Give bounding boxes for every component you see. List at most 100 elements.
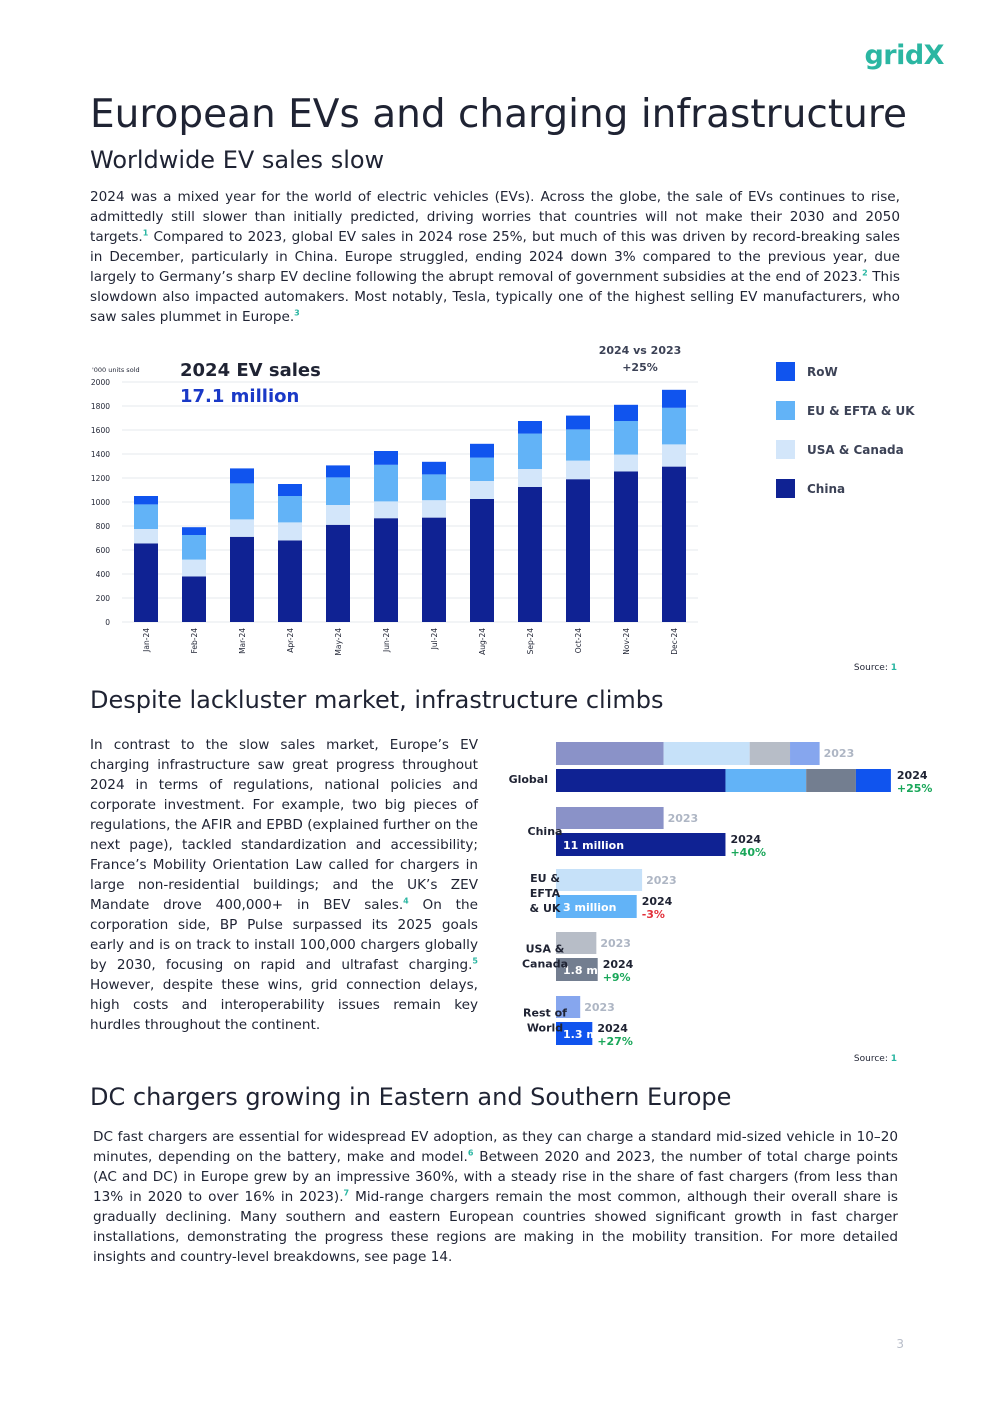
legend-label: EU & EFTA & UK xyxy=(807,404,915,418)
bar-value-label: 11 million xyxy=(563,839,624,852)
year-label-2024: 2024 xyxy=(897,769,928,782)
bar-segment-row xyxy=(182,527,206,535)
bar-segment-usa-canada xyxy=(230,519,254,537)
source-ref[interactable]: 1 xyxy=(890,663,897,673)
y-tick-label: 1600 xyxy=(91,426,110,435)
row-label: World xyxy=(527,1022,563,1035)
row-label: USA & xyxy=(526,943,565,956)
x-tick-label: Apr-24 xyxy=(286,628,295,653)
footnote-ref[interactable]: 6 xyxy=(467,1148,474,1158)
global-2023-segment-row xyxy=(790,742,820,765)
year-label-2023: 2023 xyxy=(646,874,677,887)
bar-segment-eu-efta-uk xyxy=(470,457,494,481)
bar-segment-china xyxy=(230,536,254,622)
legend-swatch xyxy=(776,479,795,498)
bar-value-label: 3 million xyxy=(563,901,616,914)
bar-segment-china xyxy=(518,487,542,622)
bar-value-label: 1.3 m xyxy=(563,1028,598,1041)
bar-segment-row xyxy=(374,451,398,465)
growth-value: +25% xyxy=(622,361,658,374)
bar-segment-eu-efta-uk xyxy=(278,496,302,523)
bar-segment-china xyxy=(614,471,638,622)
x-tick-label: Mar-24 xyxy=(238,628,247,654)
bar-2024-china xyxy=(556,833,726,856)
row-label: Rest of xyxy=(523,1007,567,1020)
legend-label: China xyxy=(807,482,845,496)
legend-label: USA & Canada xyxy=(807,443,904,457)
year-label-2023: 2023 xyxy=(600,937,631,950)
row-label: Canada xyxy=(522,958,568,971)
chart1-source: Source: 1 xyxy=(853,663,897,673)
year-label-2024: 2024 xyxy=(730,833,761,846)
row-label: Global xyxy=(509,773,548,786)
bar-segment-usa-canada xyxy=(566,460,590,480)
footnote-ref[interactable]: 1 xyxy=(142,228,149,238)
bar-segment-row xyxy=(278,484,302,496)
bar-segment-row xyxy=(326,465,350,478)
footnote-ref[interactable]: 3 xyxy=(294,308,300,318)
paragraph-ev-sales: 2024 was a mixed year for the world of e… xyxy=(90,189,900,325)
bar-2023-rest-of-world xyxy=(556,996,581,1018)
page-title: European EVs and charging infrastructure xyxy=(90,92,908,137)
change-label: +9% xyxy=(603,971,631,984)
x-tick-label: Nov-24 xyxy=(622,628,631,655)
y-tick-label: 1800 xyxy=(91,402,110,411)
bar-segment-china xyxy=(326,524,350,622)
bar-segment-china xyxy=(662,466,686,622)
y-tick-label: 800 xyxy=(96,522,111,531)
bar-segment-row xyxy=(614,404,638,421)
chart2-source: Source: 1 xyxy=(853,1054,897,1064)
page-number: 3 xyxy=(896,1337,904,1351)
change-label: +27% xyxy=(597,1035,633,1048)
year-label-2023: 2023 xyxy=(824,747,855,760)
paragraph-dc-chargers: DC fast chargers are essential for wides… xyxy=(93,1129,898,1265)
growth-title: 2024 vs 2023 xyxy=(599,344,682,357)
y-tick-label: 400 xyxy=(96,570,111,579)
bar-2024-rest-of-world xyxy=(556,1022,593,1045)
chart-headline: 2024 EV sales xyxy=(180,360,321,381)
bar-segment-usa-canada xyxy=(374,501,398,519)
year-label-2024: 2024 xyxy=(603,958,634,971)
bar-segment-eu-efta-uk xyxy=(614,421,638,455)
bar-segment-usa-canada xyxy=(182,559,206,577)
footnote-ref[interactable]: 5 xyxy=(472,956,478,966)
bar-segment-eu-efta-uk xyxy=(326,477,350,505)
section-heading-infrastructure: Despite lackluster market, infrastructur… xyxy=(90,686,664,714)
year-label-2024: 2024 xyxy=(642,895,673,908)
row-label: EU & xyxy=(530,872,560,885)
bar-segment-row xyxy=(566,415,590,430)
global-2023-segment-usa-canada xyxy=(749,742,791,765)
bar-segment-eu-efta-uk xyxy=(662,407,686,445)
bar-segment-usa-canada xyxy=(470,481,494,499)
source-ref[interactable]: 1 xyxy=(890,1054,897,1064)
x-tick-label: Aug-24 xyxy=(478,628,487,655)
global-2023-segment-eu-efta-uk xyxy=(663,742,750,765)
y-tick-label: 2000 xyxy=(91,378,110,387)
bar-segment-row xyxy=(662,389,686,408)
x-tick-label: Dec-24 xyxy=(670,628,679,655)
bar-segment-row xyxy=(134,496,158,505)
footnote-ref[interactable]: 2 xyxy=(862,268,868,278)
bar-segment-china xyxy=(134,543,158,622)
x-tick-label: Jan-24 xyxy=(142,628,151,653)
x-tick-label: Oct-24 xyxy=(574,628,583,653)
bar-2024-eu-efta-uk xyxy=(556,895,637,918)
x-tick-label: Sep-24 xyxy=(526,628,535,655)
bar-segment-eu-efta-uk xyxy=(134,504,158,529)
y-tick-label: 200 xyxy=(96,594,111,603)
bar-segment-eu-efta-uk xyxy=(374,464,398,502)
bar-segment-eu-efta-uk xyxy=(230,483,254,520)
x-tick-label: Jul-24 xyxy=(430,628,439,651)
bar-segment-usa-canada xyxy=(278,522,302,541)
x-tick-label: Jun-24 xyxy=(382,628,391,653)
footnote-ref[interactable]: 7 xyxy=(343,1188,350,1198)
x-tick-label: May-24 xyxy=(334,628,343,656)
bar-segment-eu-efta-uk xyxy=(566,429,590,461)
change-label: +25% xyxy=(897,782,933,795)
change-label: -3% xyxy=(642,908,665,921)
global-2024-segment-usa-canada xyxy=(806,769,856,792)
global-2023-segment-china xyxy=(556,742,664,765)
footnote-ref[interactable]: 4 xyxy=(403,896,409,906)
year-label-2024: 2024 xyxy=(597,1022,628,1035)
